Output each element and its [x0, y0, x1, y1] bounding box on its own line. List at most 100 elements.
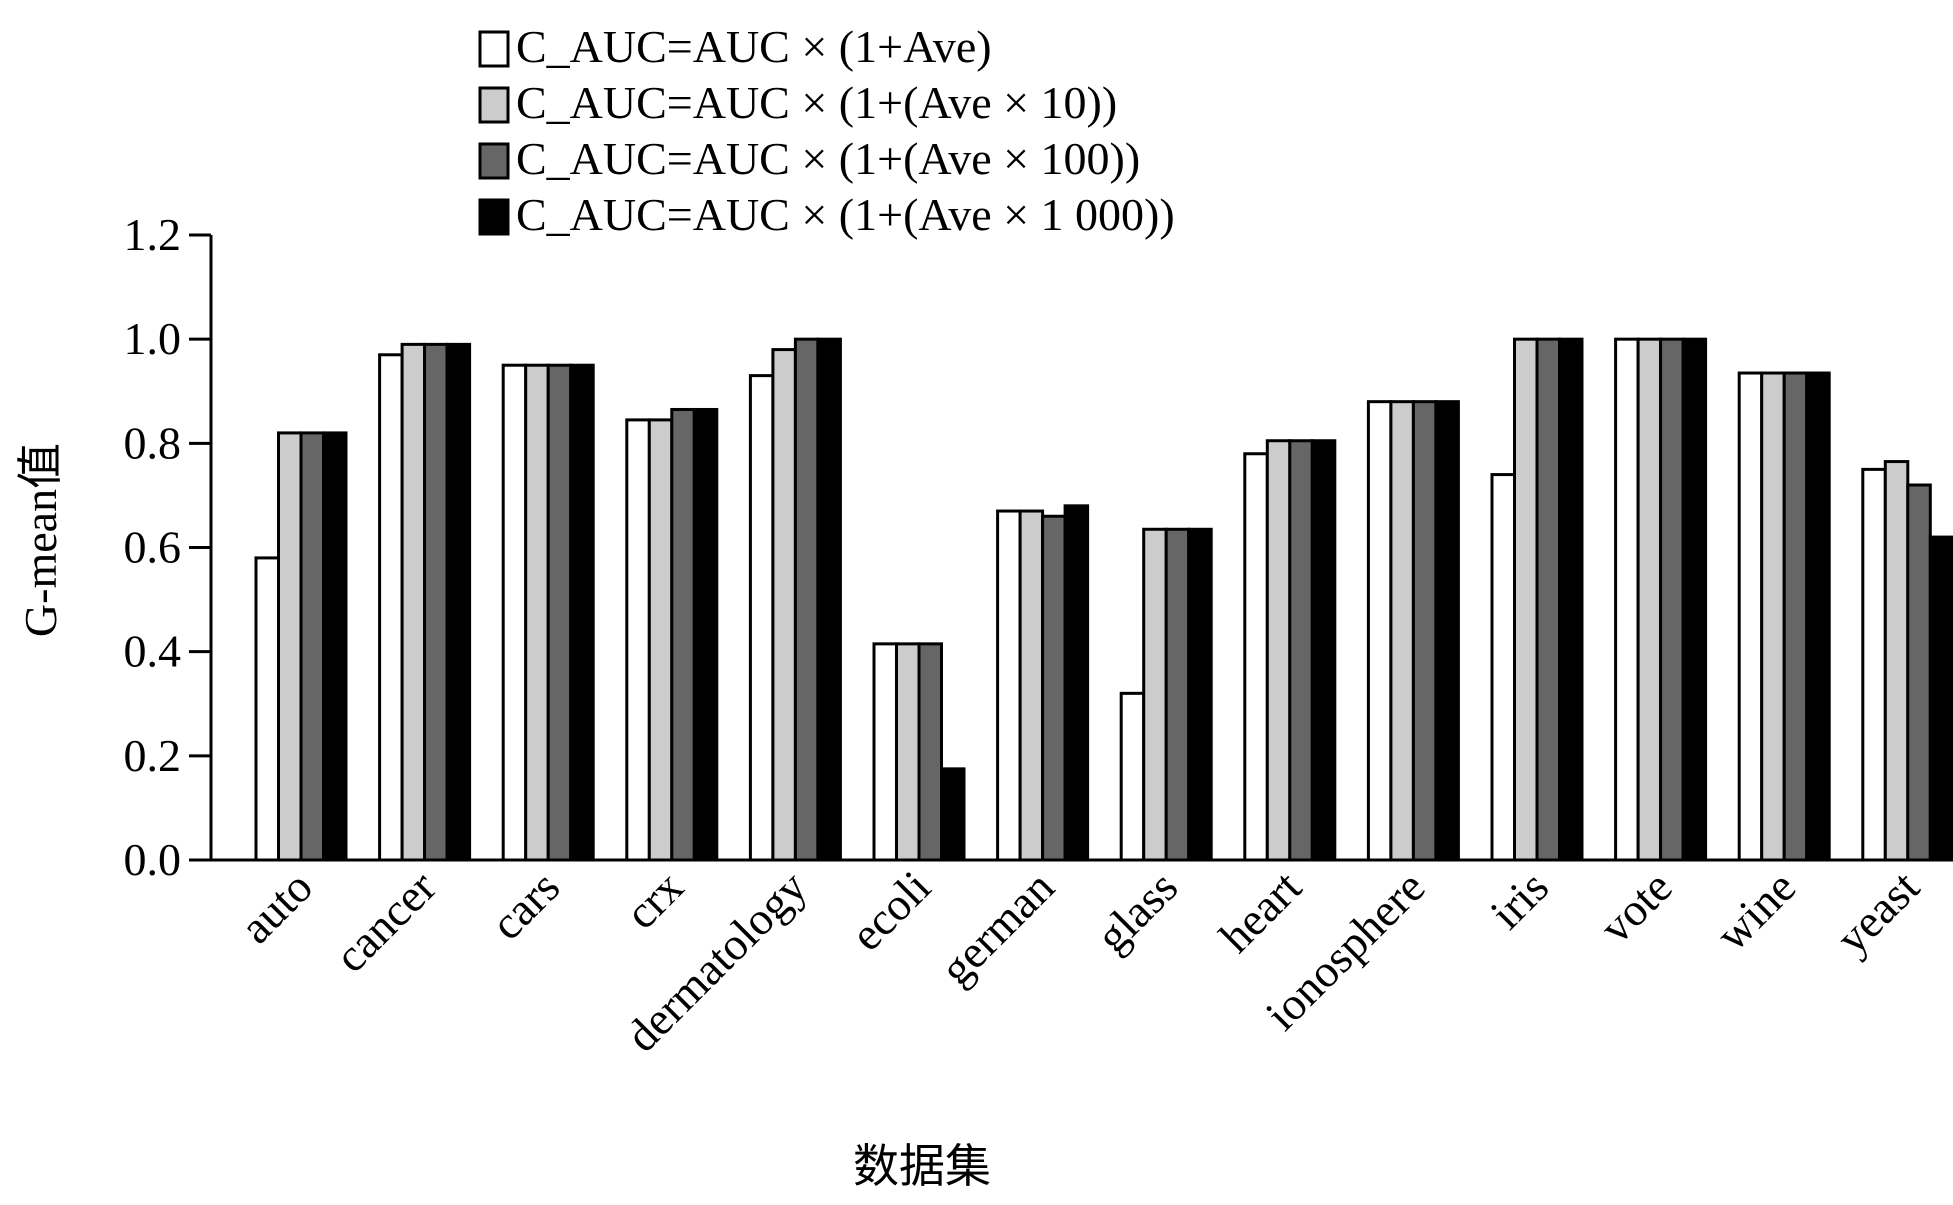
- bar-dermatology-series-4: [816, 337, 842, 862]
- bar-yeast-series-1: [1861, 467, 1887, 862]
- legend-label: C_AUC=AUC × (1+(Ave × 10)): [516, 77, 1117, 128]
- y-tick-label: 0.8: [124, 417, 182, 468]
- y-tick-label: 0.6: [124, 522, 182, 573]
- bar-cancer-series-1: [378, 353, 404, 862]
- legend-item-3: C_AUC=AUC × (1+(Ave × 100)): [478, 133, 1140, 184]
- bar-heart-series-1: [1243, 452, 1269, 862]
- x-category-label: ecoli: [841, 861, 940, 960]
- bar-heart-series-2: [1265, 439, 1292, 862]
- y-tick-label: 1.0: [124, 313, 182, 364]
- legend-swatch: [478, 30, 510, 68]
- bar-german-series-3: [1041, 514, 1067, 862]
- y-tick-label: 1.2: [124, 209, 182, 260]
- bar-iris-series-2: [1513, 337, 1539, 862]
- legend-item-2: C_AUC=AUC × (1+(Ave × 10)): [478, 77, 1117, 128]
- bar-crx-series-3: [670, 407, 696, 862]
- bar-group-cars: [501, 363, 595, 862]
- legend-swatch: [478, 198, 510, 236]
- legend-item-1: C_AUC=AUC × (1+Ave): [478, 21, 992, 72]
- legend-swatch: [478, 142, 510, 180]
- bar-ionosphere-series-3: [1411, 400, 1438, 862]
- x-category-label: glass: [1086, 861, 1187, 962]
- bar-dermatology-series-2: [771, 348, 797, 862]
- bar-yeast-series-3: [1906, 483, 1932, 862]
- bar-crx-series-2: [647, 418, 674, 862]
- x-category-label: cancer: [325, 861, 446, 982]
- bar-wine-series-1: [1737, 371, 1764, 862]
- bar-german-series-1: [996, 509, 1022, 862]
- bar-cars-series-3: [546, 363, 573, 862]
- y-axis-title: G-mean值: [15, 443, 66, 637]
- bar-german-series-2: [1018, 509, 1045, 862]
- bar-cancer-series-3: [423, 342, 449, 862]
- bar-iris-series-4: [1558, 337, 1584, 862]
- bar-german-series-4: [1063, 504, 1090, 862]
- bar-cars-series-1: [501, 363, 528, 862]
- bar-ecoli-series-3: [917, 642, 943, 862]
- x-category-label: auto: [230, 861, 322, 953]
- bar-cancer-series-4: [445, 342, 472, 862]
- bar-group-heart: [1243, 439, 1337, 862]
- bar-heart-series-4: [1310, 439, 1337, 862]
- bar-dermatology-series-1: [748, 374, 775, 862]
- bar-group-glass: [1119, 527, 1213, 862]
- bar-yeast-series-2: [1883, 460, 1910, 862]
- x-category-label: wine: [1706, 861, 1805, 960]
- bar-ecoli-series-4: [940, 767, 966, 862]
- x-axis-title: 数据集: [853, 1141, 991, 1192]
- bar-glass-series-3: [1164, 527, 1191, 862]
- bar-glass-series-4: [1187, 527, 1213, 862]
- bar-vote-series-3: [1659, 337, 1685, 862]
- bar-group-auto: [254, 431, 348, 862]
- x-category-label: vote: [1590, 861, 1682, 953]
- x-category-label: german: [930, 861, 1064, 995]
- bar-auto-series-1: [254, 556, 280, 862]
- bar-ionosphere-series-4: [1434, 400, 1460, 862]
- bar-group-wine: [1737, 371, 1831, 862]
- bars: [254, 337, 1953, 862]
- bar-crx-series-4: [692, 407, 719, 862]
- x-category-label: iris: [1480, 861, 1558, 939]
- y-tick-label: 0.4: [124, 626, 182, 677]
- legend-swatch: [478, 86, 510, 124]
- bar-cars-series-2: [524, 363, 550, 862]
- bar-glass-series-2: [1142, 527, 1168, 862]
- bar-heart-series-3: [1288, 439, 1314, 862]
- bar-ionosphere-series-2: [1389, 400, 1415, 862]
- bar-auto-series-2: [277, 431, 303, 862]
- legend-label: C_AUC=AUC × (1+(Ave × 1 000)): [516, 189, 1175, 240]
- bar-ionosphere-series-1: [1366, 400, 1393, 862]
- legend-label: C_AUC=AUC × (1+(Ave × 100)): [516, 133, 1140, 184]
- bar-group-cancer: [378, 342, 472, 862]
- y-axis: 0.0 0.2 0.4 0.6 0.8 1.0 1.2: [124, 209, 213, 885]
- bar-auto-series-4: [322, 431, 348, 862]
- x-category-label: crx: [615, 861, 693, 939]
- x-category-label: yeast: [1826, 861, 1929, 964]
- y-tick-label: 0.0: [124, 834, 182, 885]
- bar-vote-series-1: [1614, 337, 1640, 862]
- legend-label: C_AUC=AUC × (1+Ave): [516, 21, 992, 72]
- bar-ecoli-series-2: [895, 642, 921, 862]
- bar-group-crx: [625, 407, 719, 862]
- x-category-label: cars: [481, 861, 569, 949]
- y-tick-label: 0.2: [124, 730, 182, 781]
- legend-item-4: C_AUC=AUC × (1+(Ave × 1 000)): [478, 189, 1175, 240]
- bar-group-ecoli: [872, 642, 966, 862]
- bar-wine-series-4: [1805, 371, 1831, 862]
- bar-group-yeast: [1861, 460, 1953, 862]
- bar-dermatology-series-3: [793, 337, 820, 862]
- bar-group-ionosphere: [1366, 400, 1460, 862]
- bar-group-dermatology: [748, 337, 842, 862]
- bar-ecoli-series-1: [872, 642, 898, 862]
- legend: C_AUC=AUC × (1+Ave)C_AUC=AUC × (1+(Ave ×…: [478, 21, 1175, 240]
- bar-group-iris: [1490, 337, 1584, 862]
- bar-wine-series-2: [1760, 371, 1786, 862]
- bar-group-vote: [1614, 337, 1708, 862]
- bar-cars-series-4: [569, 363, 595, 862]
- bar-vote-series-4: [1681, 337, 1708, 862]
- bar-cancer-series-2: [400, 342, 427, 862]
- bar-iris-series-3: [1535, 337, 1561, 862]
- bar-crx-series-1: [625, 418, 651, 862]
